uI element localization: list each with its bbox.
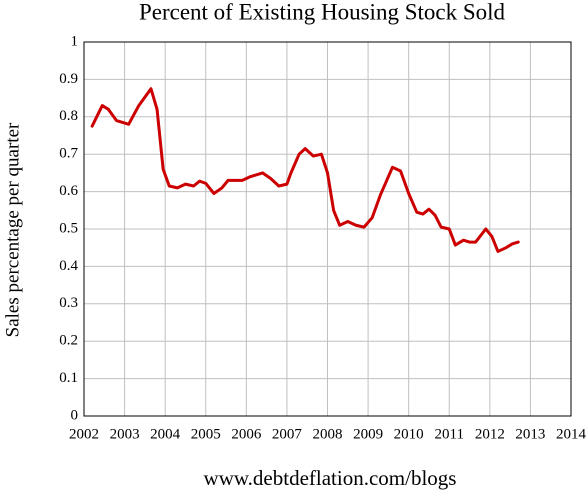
- x-tick-label: 2005: [191, 426, 221, 442]
- y-tick-label: 0.9: [59, 71, 78, 87]
- x-tick-label: 2013: [515, 426, 545, 442]
- x-tick-label: 2014: [556, 426, 587, 442]
- y-tick-label: 0.8: [59, 108, 78, 124]
- x-tick-label: 2002: [69, 426, 99, 442]
- chart-title: Percent of Existing Housing Stock Sold: [139, 0, 506, 24]
- y-tick-label: 0.5: [59, 220, 78, 236]
- x-tick-label: 2012: [475, 426, 505, 442]
- data-line: [90, 87, 520, 253]
- x-tick-label: 2006: [231, 426, 262, 442]
- y-tick-label: 0.6: [59, 183, 78, 199]
- y-tick-label: 0.4: [59, 258, 78, 274]
- x-tick-label: 2003: [110, 426, 140, 442]
- y-tick-label: 0.7: [59, 146, 78, 162]
- x-tick-label: 2007: [272, 426, 303, 442]
- plot-frame: [83, 41, 572, 417]
- x-tick-label: 2009: [353, 426, 383, 442]
- x-tick-label: 2010: [394, 426, 424, 442]
- y-tick-label: 0.1: [59, 370, 78, 386]
- x-tick-label: 2011: [435, 426, 464, 442]
- y-tick-label: 0.2: [59, 333, 78, 349]
- y-tick-label: 0.3: [59, 295, 78, 311]
- y-tick-label: 0: [71, 407, 79, 423]
- y-axis-label: Sales percentage per quarter: [2, 122, 23, 337]
- x-tick-label: 2004: [150, 426, 181, 442]
- footer: www.debtdeflation.com/blogs: [204, 466, 457, 490]
- x-tick-label: 2008: [313, 426, 343, 442]
- y-tick-label: 1: [71, 33, 79, 49]
